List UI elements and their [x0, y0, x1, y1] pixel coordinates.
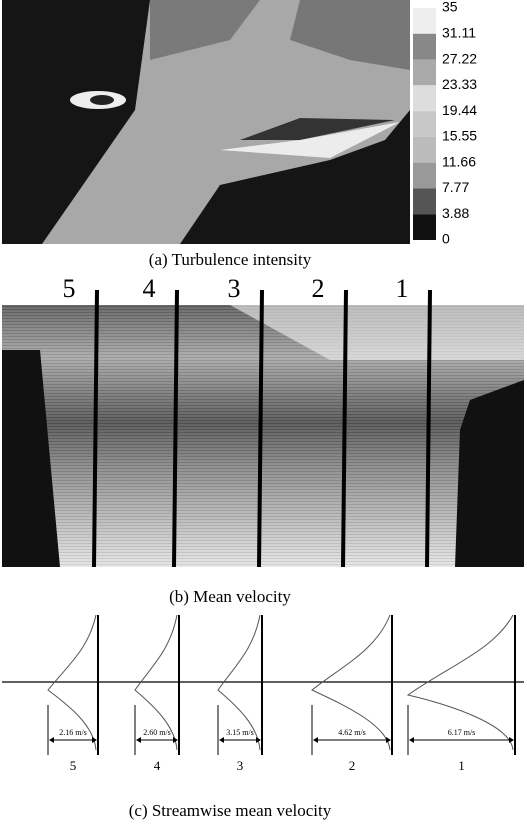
velocity-label: 2.16 m/s	[59, 728, 87, 737]
caption: (a) Turbulence intensity	[149, 250, 312, 269]
colorbar-swatch	[413, 163, 436, 189]
velocity-label: 4.62 m/s	[338, 728, 366, 737]
colorbar-label: 35	[442, 0, 458, 15]
colorbar-swatch	[413, 214, 436, 240]
colorbar-label: 3.88	[442, 205, 469, 221]
station-label: 1	[396, 274, 409, 303]
colorbar-swatch	[413, 60, 436, 86]
colorbar-label: 7.77	[442, 179, 469, 195]
station-label: 2	[349, 758, 356, 773]
profiles: 2.16 m/s 5 2.60 m/s 4 3.15 m/s 3 4.62 m/s 2 6.17…	[48, 615, 515, 773]
caption: (b) Mean velocity	[169, 587, 291, 606]
colorbar-swatch	[413, 111, 436, 137]
colorbar-label: 23.33	[442, 76, 477, 92]
colorbar: 35 31.11 27.22 23.33 19.44 15.55 11.66 7.77 3.88…	[413, 0, 477, 247]
turbulence-map	[2, 0, 410, 244]
caption: (c) Streamwise mean velocity	[129, 801, 332, 820]
colorbar-label: 27.22	[442, 50, 477, 66]
station-label: 1	[458, 758, 465, 773]
colorbar-swatch	[413, 137, 436, 163]
station-label: 4	[143, 274, 156, 303]
station-label: 4	[154, 758, 161, 773]
velocity-label: 2.60 m/s	[143, 728, 171, 737]
colorbar-swatch	[413, 34, 436, 60]
colorbar-swatch	[413, 188, 436, 214]
station-label: 5	[63, 274, 76, 303]
colorbar-swatch	[413, 85, 436, 111]
colorbar-label: 15.55	[442, 128, 477, 144]
colorbar-label: 11.66	[442, 153, 476, 169]
station-label: 2	[312, 274, 325, 303]
colorbar-label: 31.11	[442, 24, 476, 40]
colorbar-label: 19.44	[442, 102, 477, 118]
station-label: 3	[237, 758, 244, 773]
station-label: 5	[70, 758, 77, 773]
colorbar-label: 0	[442, 231, 450, 247]
figure: 3531.1127.2223.3319.4415.5511.667.773.88…	[0, 0, 527, 824]
colorbar-swatch	[413, 8, 436, 34]
velocity-label: 6.17 m/s	[448, 728, 476, 737]
station-label: 3	[228, 274, 241, 303]
velocity-label: 3.15 m/s	[226, 728, 254, 737]
